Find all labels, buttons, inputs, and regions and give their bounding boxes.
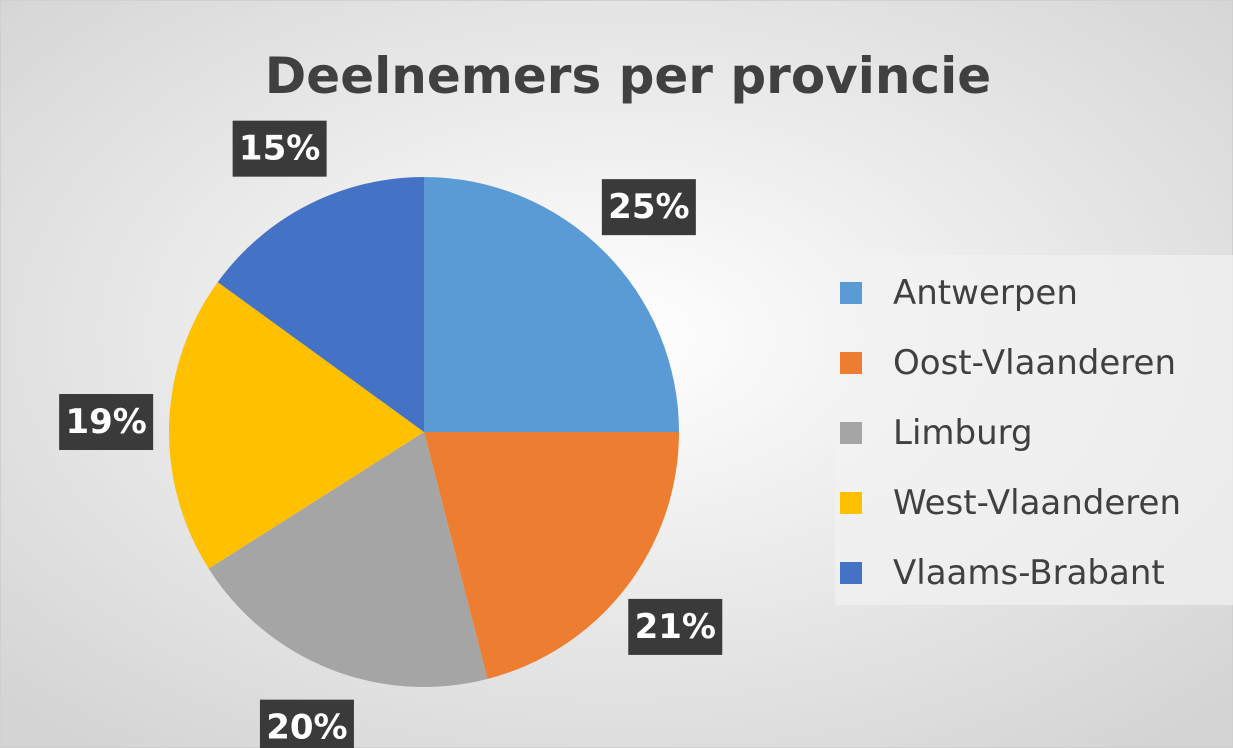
legend-label: Limburg: [893, 413, 1033, 453]
legend-swatch: [840, 282, 862, 304]
pie-slice: [217, 177, 424, 432]
pie-slice: [424, 432, 679, 679]
pie-slice: [208, 432, 488, 687]
chart-title: Deelnemers per provincie: [265, 47, 991, 105]
data-label: 15%: [239, 129, 320, 169]
legend-label: Antwerpen: [893, 273, 1078, 313]
legend-swatch: [840, 422, 862, 444]
legend-label: West-Vlaanderen: [893, 483, 1181, 523]
data-label: 19%: [65, 402, 146, 442]
data-label-box: [59, 394, 154, 451]
data-label-box: [232, 120, 327, 177]
pie-slice: [424, 177, 679, 432]
data-label-box: [628, 598, 723, 655]
legend-swatch: [840, 492, 862, 514]
data-label: 20%: [266, 708, 347, 748]
legend-background: [835, 255, 1233, 605]
data-label-box: [259, 699, 354, 748]
data-label-box: [601, 179, 696, 236]
legend-label: Vlaams-Brabant: [893, 553, 1165, 593]
data-label: 21%: [635, 607, 716, 647]
pie-slice: [169, 282, 424, 569]
legend-label: Oost-Vlaanderen: [893, 343, 1176, 383]
data-label: 25%: [608, 187, 689, 227]
legend-swatch: [840, 562, 862, 584]
legend-swatch: [840, 352, 862, 374]
